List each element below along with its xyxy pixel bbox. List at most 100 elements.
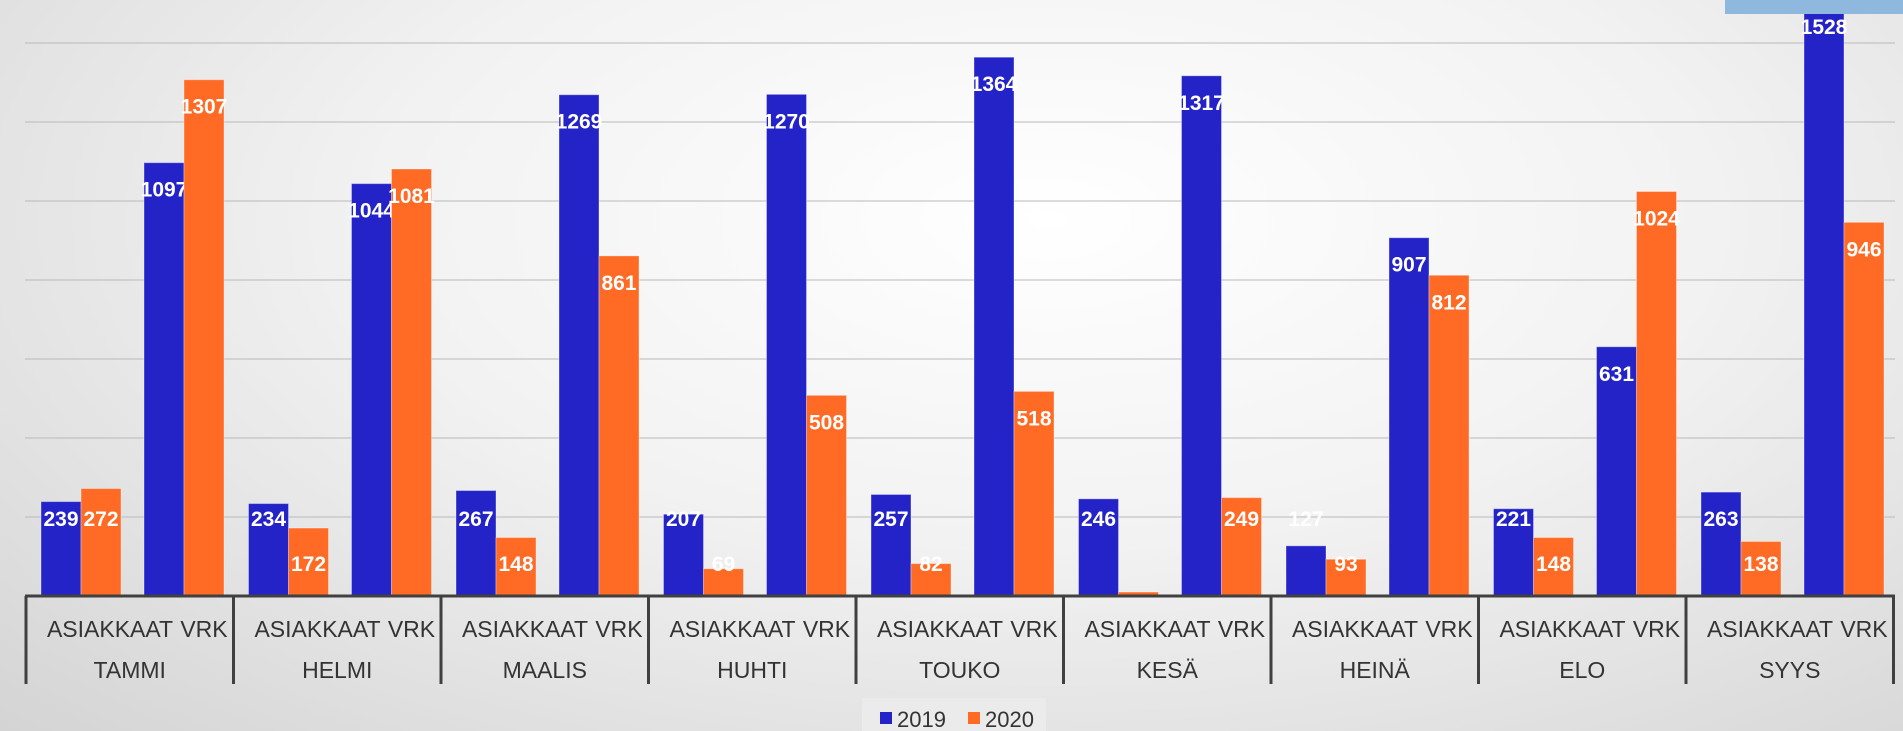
tick-label: VRK bbox=[595, 616, 643, 642]
data-label: 1270 bbox=[763, 110, 810, 133]
legend-swatch-2019 bbox=[880, 712, 892, 724]
tick-label: ASIAKKAAT bbox=[1499, 616, 1625, 642]
data-label: 1269 bbox=[556, 111, 603, 134]
bar-2020 bbox=[391, 168, 432, 597]
data-label: 221 bbox=[1496, 508, 1531, 531]
bar-2020 bbox=[598, 255, 640, 597]
group-label: TAMMI bbox=[94, 657, 166, 683]
tick-label: ASIAKKAAT bbox=[254, 616, 380, 642]
bar-2020 bbox=[703, 568, 744, 597]
bar-2019 bbox=[1700, 491, 1742, 597]
bar-2019 bbox=[1285, 545, 1327, 597]
data-label: 234 bbox=[251, 508, 286, 531]
bar-2019 bbox=[870, 493, 912, 597]
tick-label: ASIAKKAAT bbox=[669, 616, 795, 642]
data-label: 69 bbox=[712, 553, 735, 576]
group-label: KESÄ bbox=[1137, 657, 1199, 683]
data-label: 1317 bbox=[1178, 92, 1225, 115]
bar-2019 bbox=[351, 183, 392, 597]
tick-label: ASIAKKAAT bbox=[877, 616, 1003, 642]
bar-2019 bbox=[143, 162, 185, 597]
bar-2020 bbox=[495, 537, 537, 597]
bar-2020 bbox=[1843, 221, 1885, 597]
tick-label: VRK bbox=[1010, 616, 1058, 642]
data-label: 272 bbox=[83, 508, 118, 531]
bar-2020 bbox=[1325, 558, 1367, 597]
group-label: ELO bbox=[1559, 657, 1605, 683]
bar-2020 bbox=[910, 563, 952, 597]
bar-2019 bbox=[455, 490, 497, 597]
tick-label: ASIAKKAAT bbox=[462, 616, 588, 642]
data-label: 907 bbox=[1391, 254, 1426, 277]
data-label: 1081 bbox=[388, 185, 435, 208]
legend-box bbox=[862, 698, 1046, 731]
data-label: 127 bbox=[1288, 508, 1323, 531]
data-label: 249 bbox=[1224, 508, 1259, 531]
tick-label: ASIAKKAAT bbox=[1292, 616, 1418, 642]
tick-label: VRK bbox=[1425, 616, 1473, 642]
data-label: 631 bbox=[1599, 363, 1634, 386]
data-label: 946 bbox=[1846, 238, 1881, 261]
group-label: TOUKO bbox=[919, 657, 1000, 683]
bar-2019 bbox=[558, 94, 600, 597]
legend-label: 2019 bbox=[897, 707, 946, 731]
tick-label: ASIAKKAAT bbox=[1707, 616, 1833, 642]
bar-2020 bbox=[1221, 497, 1262, 597]
tick-label: ASIAKKAAT bbox=[1084, 616, 1210, 642]
data-label: 508 bbox=[809, 411, 844, 434]
legend-swatch-2020 bbox=[968, 712, 980, 724]
data-label: 93 bbox=[1334, 553, 1357, 576]
tick-label: VRK bbox=[1633, 616, 1681, 642]
bar-2020 bbox=[1013, 390, 1055, 597]
tick-label: VRK bbox=[180, 616, 228, 642]
data-label: 148 bbox=[498, 553, 533, 576]
data-label: 257 bbox=[873, 508, 908, 531]
data-label: 518 bbox=[1016, 407, 1051, 430]
legend-label: 2020 bbox=[985, 707, 1034, 731]
data-label: 1364 bbox=[971, 73, 1018, 96]
data-label: 1307 bbox=[181, 96, 228, 119]
group-label: HELMI bbox=[302, 657, 372, 683]
bar-2020 bbox=[1428, 274, 1470, 597]
data-label: 812 bbox=[1431, 291, 1466, 314]
bar-2019 bbox=[1388, 237, 1430, 597]
tick-label: VRK bbox=[1218, 616, 1266, 642]
data-label: 263 bbox=[1703, 508, 1738, 531]
bar-2020 bbox=[183, 79, 225, 597]
data-label: 239 bbox=[43, 508, 78, 531]
data-label: 148 bbox=[1536, 553, 1571, 576]
tick-label: VRK bbox=[1840, 616, 1888, 642]
bar-2019 bbox=[1181, 75, 1222, 597]
group-label: HUHTI bbox=[717, 657, 787, 683]
data-label: 1528 bbox=[1801, 16, 1848, 39]
data-label: 1024 bbox=[1633, 208, 1680, 231]
bar-2020 bbox=[288, 527, 329, 597]
bar-2020 bbox=[1740, 540, 1782, 597]
tick-label: VRK bbox=[803, 616, 851, 642]
data-label: 1044 bbox=[348, 200, 395, 223]
data-label: 207 bbox=[666, 508, 701, 531]
data-label: 82 bbox=[919, 553, 942, 576]
decorative-tab bbox=[1725, 0, 1903, 14]
bar-2019 bbox=[1803, 0, 1845, 597]
bar-2019 bbox=[973, 56, 1015, 597]
tick-label: ASIAKKAAT bbox=[47, 616, 173, 642]
data-label: 172 bbox=[291, 553, 326, 576]
data-label: 267 bbox=[458, 508, 493, 531]
bar-2019 bbox=[766, 93, 807, 597]
bar-2020 bbox=[1533, 537, 1574, 597]
data-label: 861 bbox=[601, 272, 636, 295]
tick-label: VRK bbox=[388, 616, 436, 642]
data-label: 246 bbox=[1081, 508, 1116, 531]
data-label: 138 bbox=[1743, 553, 1778, 576]
bar-2019 bbox=[1596, 346, 1637, 597]
bar-2019 bbox=[248, 503, 289, 597]
group-label: SYYS bbox=[1759, 657, 1820, 683]
bar-2020 bbox=[1636, 191, 1677, 597]
group-label: MAALIS bbox=[503, 657, 587, 683]
group-label: HEINÄ bbox=[1340, 657, 1411, 683]
bar-2020 bbox=[80, 488, 122, 597]
data-label: 1097 bbox=[141, 179, 188, 202]
